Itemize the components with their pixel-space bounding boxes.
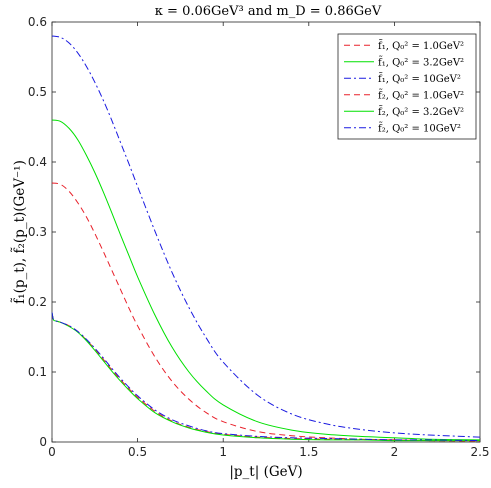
series-line-2 xyxy=(51,35,481,438)
x-tick-label: 0 xyxy=(48,445,56,459)
x-tick-label: 2.5 xyxy=(470,445,489,459)
y-tick-label: 0.6 xyxy=(28,15,47,29)
y-tick-label: 0.4 xyxy=(28,155,47,169)
y-tick-label: 0.5 xyxy=(28,85,47,99)
y-tick-label: 0 xyxy=(39,435,47,449)
x-tick-label: 0.5 xyxy=(128,445,147,459)
series-line-0 xyxy=(51,182,481,442)
tick-labels: 0 0.5 1 1.5 2 2.5 0 0.1 0.2 0.3 0.4 0.5 0.6 xyxy=(28,15,490,459)
series-line-1 xyxy=(51,119,481,441)
chart-title: κ = 0.06GeV³ and m_D = 0.86GeV xyxy=(155,4,382,19)
legend-entry-5: f̃₂, Q₀² = 10GeV² xyxy=(378,122,461,134)
legend-entry-2: f̃₁, Q₀² = 10GeV² xyxy=(378,73,461,85)
legend-entry-1: f̃₁, Q₀² = 3.2GeV² xyxy=(378,56,464,68)
legend-entry-3: f̃₂, Q₀² = 1.0GeV² xyxy=(378,89,464,101)
x-axis-label: |p_t| (GeV) xyxy=(229,464,302,480)
legend-box xyxy=(337,33,477,140)
y-tick-label: 0.2 xyxy=(28,295,47,309)
legend-entry-4: f̃₂, Q₀² = 3.2GeV² xyxy=(378,106,464,118)
legend-entry-0: f̃₁, Q₀² = 1.0GeV² xyxy=(378,40,464,52)
x-tick-label: 1 xyxy=(219,445,227,459)
series-lines xyxy=(51,35,481,442)
y-tick-label: 0.1 xyxy=(28,365,47,379)
x-tick-label: 2 xyxy=(391,445,399,459)
legend: f̃₁, Q₀² = 1.0GeV² f̃₁, Q₀² = 3.2GeV² f̃₁,… xyxy=(337,33,477,140)
x-tick-label: 1.5 xyxy=(299,445,318,459)
series-line-5 xyxy=(51,312,481,442)
y-tick-label: 0.3 xyxy=(28,225,47,239)
y-axis-label: f̃₁(p_t), f̃₂(p_t)(GeV⁻¹) xyxy=(11,160,28,304)
